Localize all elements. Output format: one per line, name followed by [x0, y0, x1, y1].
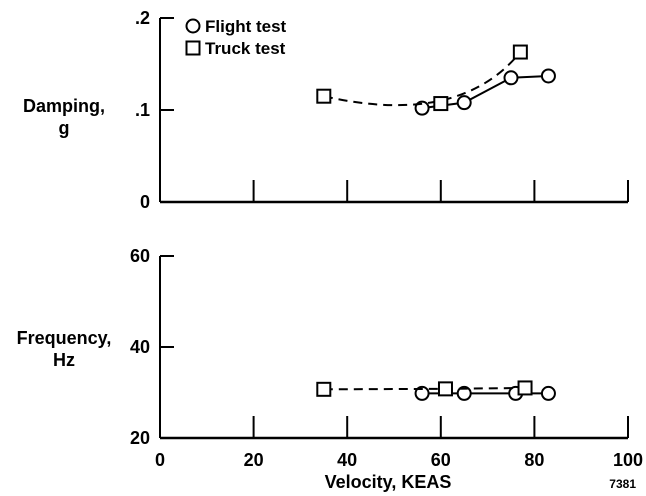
y-tick-label: 40 — [130, 337, 150, 357]
y-axis-title-line: g — [59, 118, 70, 138]
y-tick-label: 60 — [130, 246, 150, 266]
data-point-flight-test — [503, 70, 519, 86]
data-point-truck-test — [512, 44, 528, 60]
x-tick-label: 20 — [244, 450, 264, 470]
data-point-truck-test — [433, 96, 449, 112]
data-point-truck-test — [316, 381, 332, 397]
y-axis-title-line: Damping, — [23, 96, 105, 116]
y-tick-label: .1 — [135, 100, 150, 120]
damping-panel: 0 .1 .2 Damping,g Flight test Truck test — [23, 8, 629, 212]
legend-marker-truck-test — [185, 40, 201, 56]
data-point-flight-test — [540, 385, 556, 401]
y-tick-label: 20 — [130, 428, 150, 448]
x-tick-label: 80 — [524, 450, 544, 470]
data-point-flight-test — [540, 68, 556, 84]
x-tick-label: 0 — [155, 450, 165, 470]
x-tick-label: 40 — [337, 450, 357, 470]
legend-marker-flight-test — [185, 18, 201, 34]
y-axis-title-line: Frequency, — [17, 328, 112, 348]
legend: Flight test Truck test — [185, 17, 287, 58]
x-tick-label: 100 — [613, 450, 643, 470]
x-tick-label: 60 — [431, 450, 451, 470]
figure-id: 7381 — [609, 477, 636, 491]
legend-label: Truck test — [205, 39, 286, 58]
series-line-truck-test — [323, 51, 522, 107]
data-point-truck-test — [316, 88, 332, 104]
x-axis-title: Velocity, KEAS — [325, 472, 452, 492]
y-tick-label: .2 — [135, 8, 150, 28]
data-point-truck-test — [517, 380, 533, 396]
data-point-flight-test — [456, 385, 472, 401]
data-point-flight-test — [414, 385, 430, 401]
y-axis-title-line: Hz — [53, 350, 75, 370]
legend-label: Flight test — [205, 17, 287, 36]
data-point-flight-test — [456, 95, 472, 111]
y-tick-label: 0 — [140, 192, 150, 212]
data-point-truck-test — [437, 381, 453, 397]
